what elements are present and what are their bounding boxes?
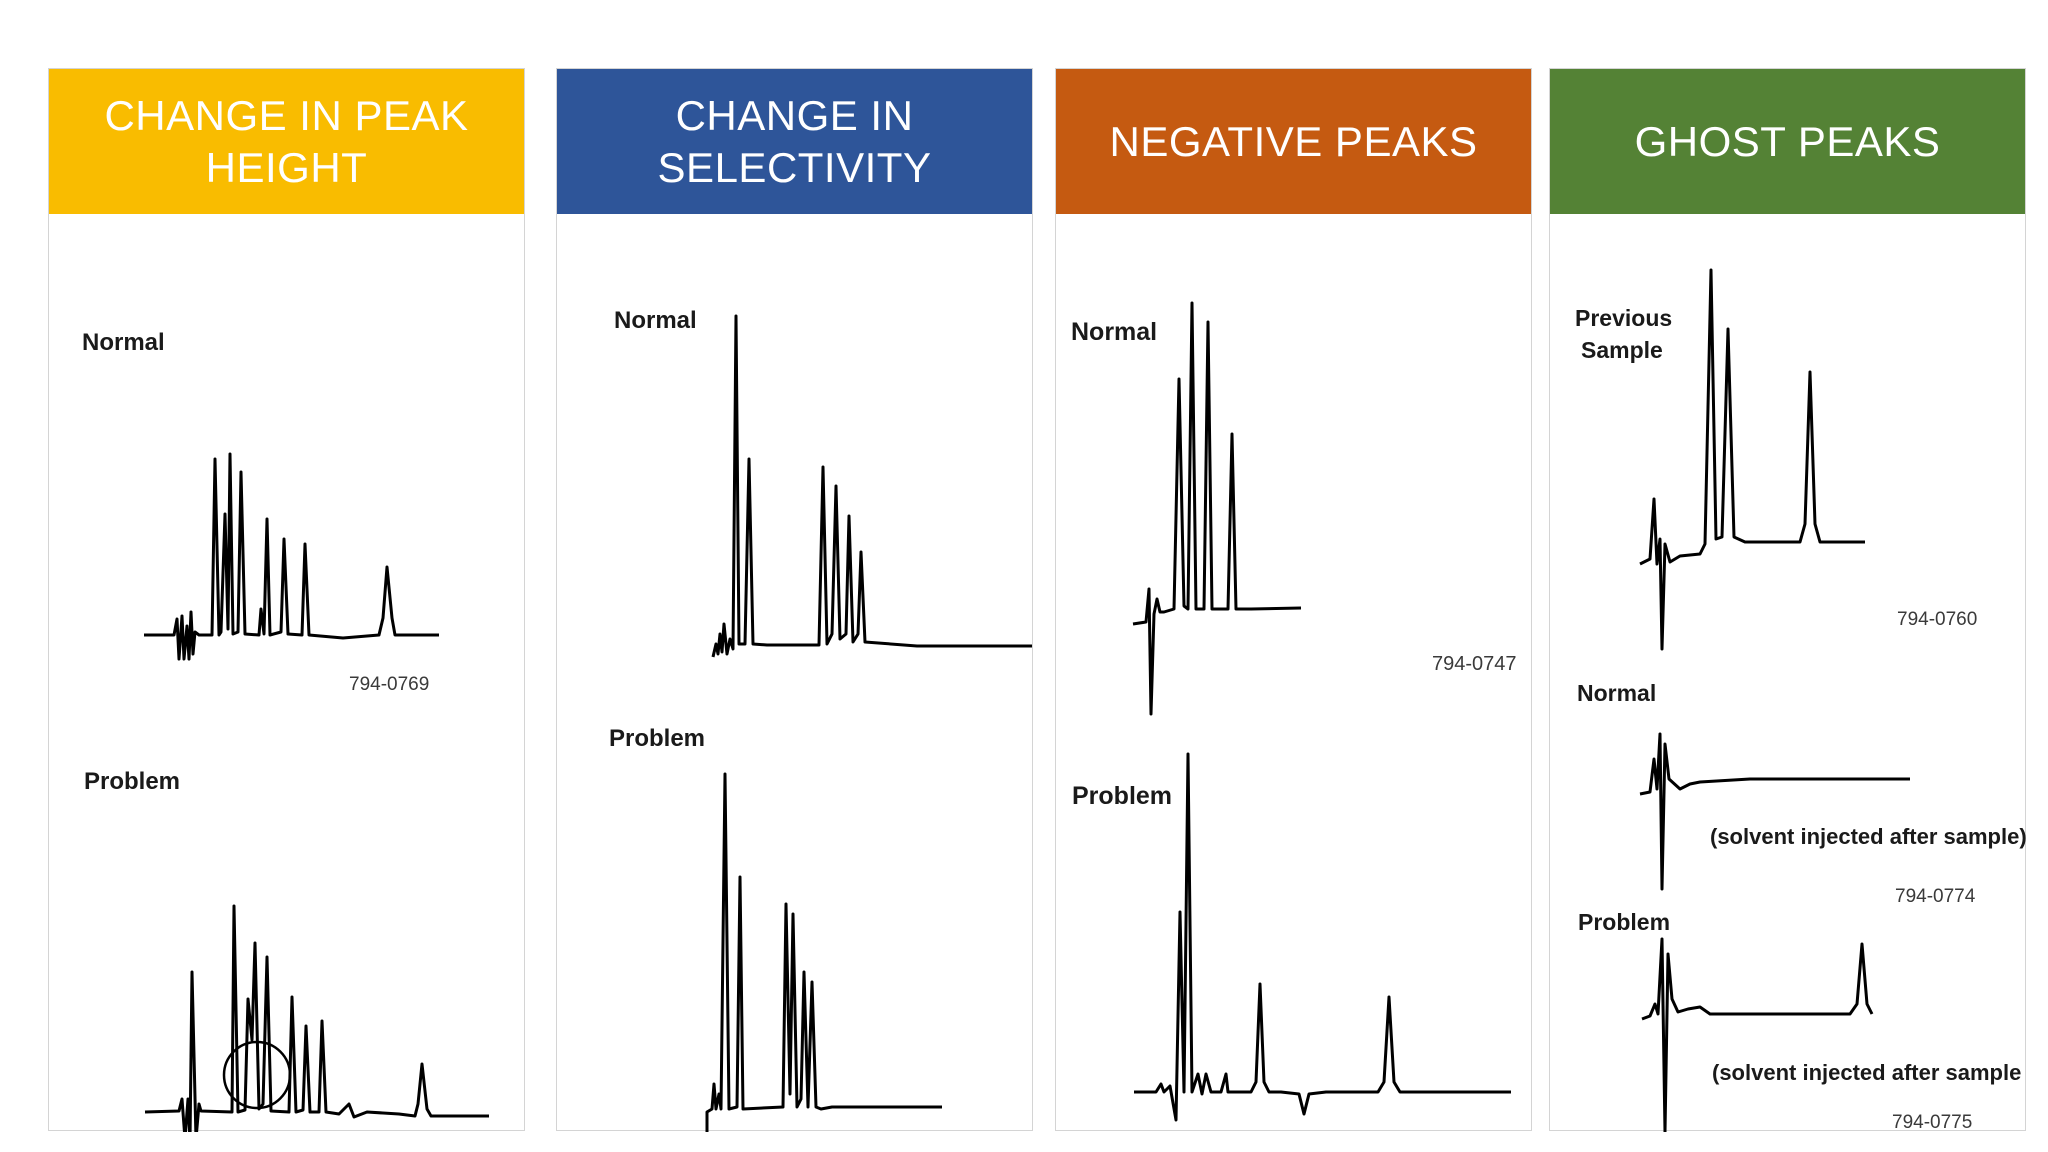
panel-peak-height: CHANGE IN PEAK HEIGHT Normal 794-0769 Pr…: [48, 68, 525, 1132]
panel-title: GHOST PEAKS: [1634, 117, 1941, 165]
chromatogram-figure: Previous Sample 794-0760 Normal (solvent…: [1575, 268, 2027, 1132]
chromatogram-problem: [144, 904, 489, 1132]
panel-negative-peaks: NEGATIVE PEAKS Normal 794-0747 Problem 7…: [1055, 68, 1532, 1131]
trace-label-problem: Problem: [1072, 782, 1172, 810]
problem-highlight-circle: [222, 1040, 292, 1110]
trace-label-problem: Problem: [609, 725, 705, 752]
trace-label-normal: Normal: [1577, 680, 1656, 706]
panel-title: NEGATIVE PEAKS: [1109, 117, 1478, 165]
trace-label-normal: Normal: [82, 329, 165, 356]
chromatogram-normal: [144, 452, 439, 661]
chromatogram-normal: [1639, 732, 1910, 891]
chromatogram-code: 794-0760: [1897, 609, 1977, 630]
chromatogram-normal: [711, 314, 1032, 658]
chromatogram-figure: Normal 794-0769 Problem 794-0770: [82, 329, 489, 1132]
chromatogram-code: 794-0775: [1892, 1112, 1972, 1132]
trace-note: (solvent injected after sample: [1712, 1060, 2021, 1085]
chromatogram-normal: [1132, 301, 1302, 716]
panel-title: CHANGE IN PEAK HEIGHT: [104, 91, 469, 191]
trace-label-previous-sample: Previous Sample: [1575, 305, 1679, 363]
panel-header: GHOST PEAKS: [1550, 69, 2025, 214]
chromatogram-code: 794-0747: [1432, 653, 1517, 675]
trace-label-problem: Problem: [84, 768, 180, 795]
chromatogram-code: 794-0774: [1895, 886, 1976, 907]
panel-title: CHANGE IN SELECTIVITY: [657, 91, 932, 191]
chromatogram-figure: Normal 794-0747 Problem 794-0773: [1071, 301, 1517, 1122]
chromatogram-previous-sample: [1639, 268, 1865, 651]
trace-label-normal: Normal: [614, 307, 697, 334]
chromatogram-problem: [1641, 937, 1874, 1132]
panel-header: NEGATIVE PEAKS: [1056, 69, 1531, 214]
chromatogram-problem: [1134, 752, 1511, 1122]
chromatogram-figure: Normal Problem: [609, 307, 1032, 1132]
panel-header: CHANGE IN PEAK HEIGHT: [49, 69, 524, 214]
panel-selectivity: CHANGE IN SELECTIVITY Normal Problem: [556, 68, 1033, 1132]
chromatogram-problem: [705, 772, 942, 1132]
trace-label-normal: Normal: [1071, 318, 1157, 346]
trace-note: (solvent injected after sample): [1710, 824, 2027, 849]
trace-label-line: Sample: [1581, 337, 1663, 363]
chromatogram-code: 794-0769: [349, 674, 429, 695]
panel-header: CHANGE IN SELECTIVITY: [557, 69, 1032, 214]
trace-label-line: Previous: [1575, 305, 1672, 331]
trace-label-problem: Problem: [1578, 909, 1670, 935]
panel-ghost-peaks: GHOST PEAKS Previous Sample 794-0760 Nor…: [1549, 68, 2027, 1132]
